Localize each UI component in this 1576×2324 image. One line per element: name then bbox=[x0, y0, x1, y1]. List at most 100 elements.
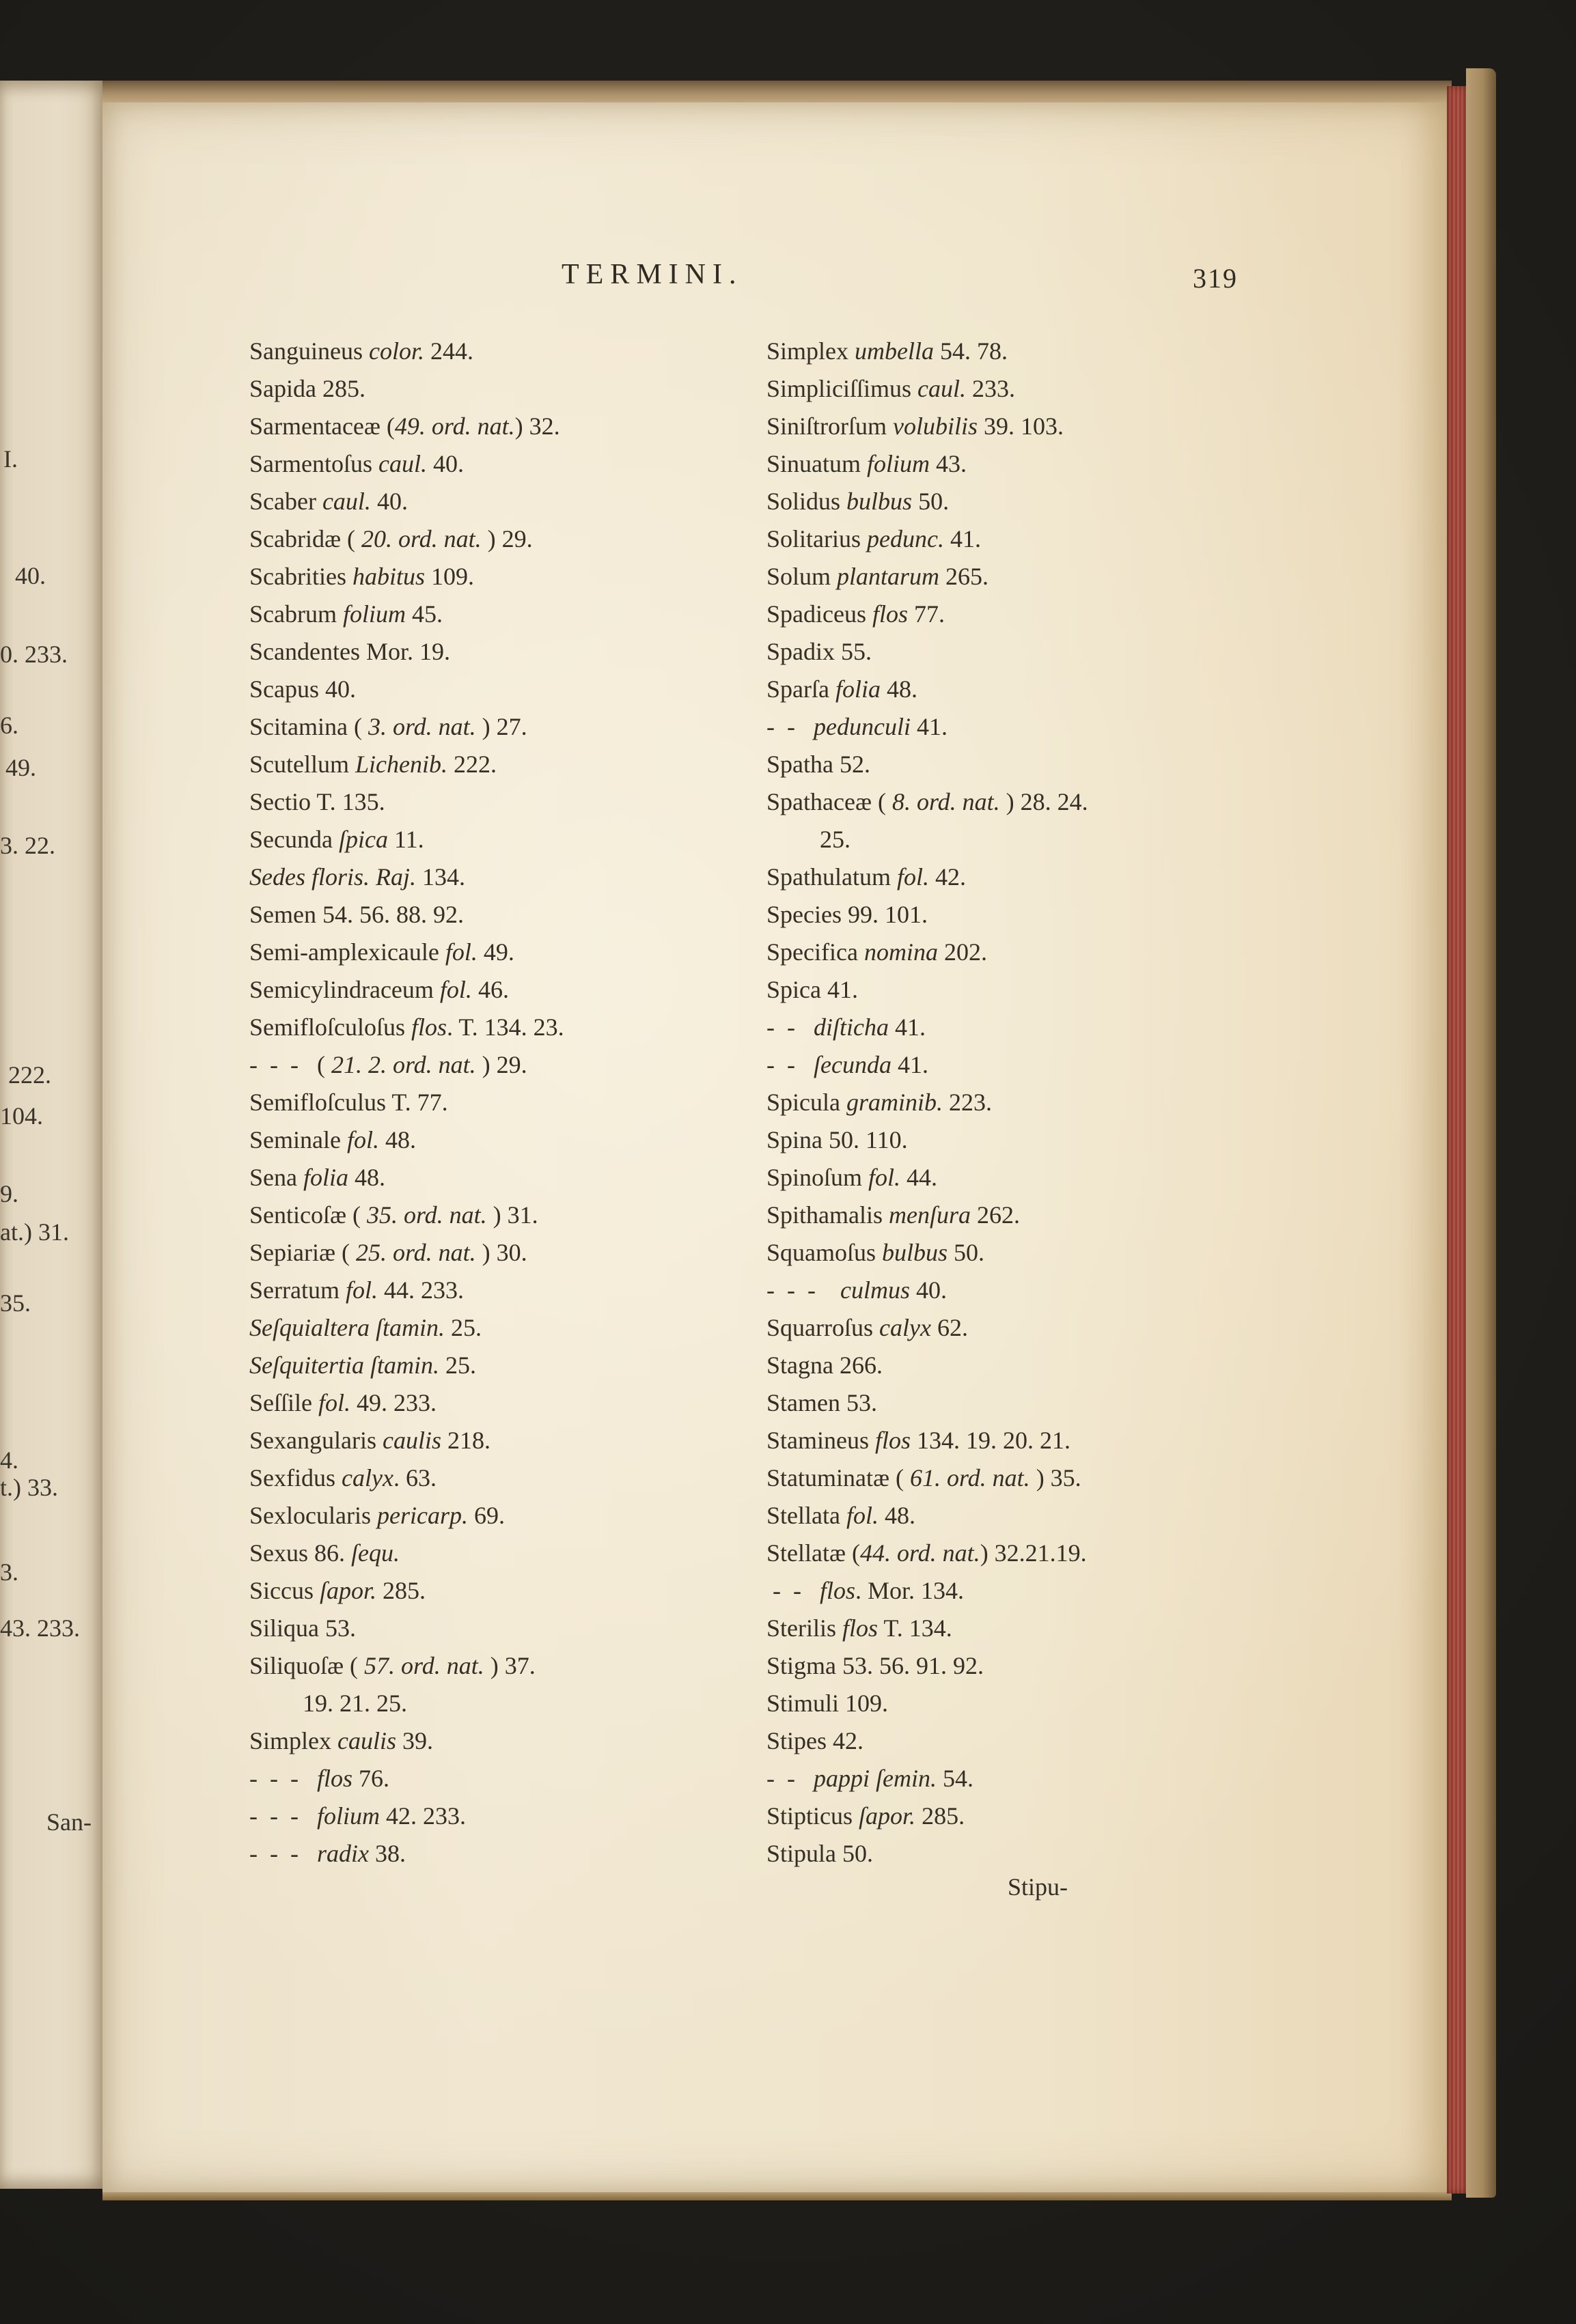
entry-term-italic: ſequ. bbox=[351, 1539, 400, 1567]
facing-page-edge bbox=[0, 81, 106, 2189]
index-entry: Spinoſum fol. 44. bbox=[766, 1159, 1217, 1196]
entry-term-italic: flos bbox=[842, 1614, 879, 1642]
entry-text: 19. 21. 25. bbox=[303, 1690, 407, 1717]
entry-term-italic: pericarp. bbox=[376, 1502, 468, 1529]
entry-text: Serratum bbox=[249, 1276, 346, 1304]
entry-term-italic: calyx bbox=[879, 1314, 931, 1341]
entry-text: 48. bbox=[348, 1164, 385, 1191]
entry-text: Sexangularis bbox=[249, 1427, 383, 1454]
index-entry: Siliquoſæ ( 57. ord. nat. ) 37. bbox=[249, 1647, 700, 1685]
entry-text: Siccus bbox=[249, 1577, 320, 1604]
index-entry: Scabridæ ( 20. ord. nat. ) 29. bbox=[249, 520, 700, 558]
entry-text: 25. bbox=[820, 826, 851, 853]
margin-fragment: 43. 233. bbox=[0, 1614, 80, 1642]
entry-term-italic: culmus bbox=[840, 1276, 910, 1304]
entry-term-italic: fol. bbox=[439, 976, 472, 1003]
index-entry: - - - flos 76. bbox=[249, 1760, 700, 1797]
entry-text: 223. bbox=[943, 1089, 992, 1116]
entry-text: 50. bbox=[948, 1239, 985, 1266]
entry-text: - - - bbox=[766, 1276, 840, 1304]
index-entry: Squarroſus calyx 62. bbox=[766, 1309, 1217, 1347]
index-entry: Stagna 266. bbox=[766, 1347, 1217, 1384]
entry-text: Stamineus bbox=[766, 1427, 875, 1454]
entry-text: ) 32. bbox=[514, 412, 560, 440]
entry-term-italic: fol. bbox=[318, 1389, 351, 1416]
entry-text: Sepiariæ ( bbox=[249, 1239, 356, 1266]
entry-text: 48. bbox=[378, 1126, 416, 1153]
index-entry: Semifloſculus T. 77. bbox=[249, 1084, 700, 1121]
entry-text: 39. 103. bbox=[978, 412, 1064, 440]
index-entry: Sapida 285. bbox=[249, 370, 700, 408]
index-entry: Sexus 86. ſequ. bbox=[249, 1535, 700, 1572]
entry-text: 41. bbox=[943, 525, 981, 552]
entry-text: Siniſtrorſum bbox=[766, 412, 894, 440]
entry-text: Solidus bbox=[766, 488, 847, 515]
entry-term-italic: 57. ord. nat. bbox=[364, 1652, 484, 1679]
entry-text: 109. bbox=[424, 563, 474, 590]
entry-term-italic: menſura bbox=[889, 1201, 971, 1229]
margin-fragment: 49. bbox=[5, 754, 36, 781]
margin-fragment: 35. bbox=[0, 1289, 31, 1317]
index-entry: - - - radix 38. bbox=[249, 1835, 700, 1873]
index-entry: Spina 50. 110. bbox=[766, 1121, 1217, 1159]
index-entry: Sterilis flos T. 134. bbox=[766, 1610, 1217, 1647]
entry-text: Sarmentoſus bbox=[249, 450, 378, 477]
entry-text: 50. bbox=[912, 488, 950, 515]
entry-text: 42. 233. bbox=[379, 1802, 466, 1830]
entry-text: - - bbox=[766, 1013, 814, 1041]
index-entry: Scitamina ( 3. ord. nat. ) 27. bbox=[249, 708, 700, 746]
entry-term-italic: Lichenib. bbox=[355, 751, 447, 778]
margin-fragment: 40. bbox=[15, 562, 46, 589]
entry-text: Statuminatæ ( bbox=[766, 1464, 910, 1492]
index-entry: Sectio T. 135. bbox=[249, 783, 700, 821]
entry-text: ) 28. 24. bbox=[999, 788, 1088, 815]
entry-text: Stipula 50. bbox=[766, 1840, 874, 1867]
index-entry: - - pappi ſemin. 54. bbox=[766, 1760, 1217, 1797]
entry-term-italic: fol. bbox=[345, 1276, 378, 1304]
entry-text: 43. bbox=[930, 450, 967, 477]
entry-text: 54. bbox=[936, 1765, 973, 1792]
entry-text: - - bbox=[766, 713, 814, 740]
entry-text: 76. bbox=[352, 1765, 389, 1792]
index-entry: Scandentes Mor. 19. bbox=[249, 633, 700, 671]
entry-text: Sapida 285. bbox=[249, 375, 365, 402]
entry-text: 49. bbox=[477, 938, 514, 966]
entry-term-italic: caul. bbox=[322, 488, 371, 515]
index-entry: - - - ( 21. 2. ord. nat. ) 29. bbox=[249, 1046, 700, 1084]
entry-text: 134. bbox=[415, 863, 465, 891]
entry-text: . Mor. 134. bbox=[855, 1577, 965, 1604]
entry-text: Sectio T. 135. bbox=[249, 788, 385, 815]
margin-fragment: San- bbox=[46, 1808, 92, 1836]
entry-term-italic: 49. ord. nat. bbox=[394, 412, 515, 440]
index-entry: Spatha 52. bbox=[766, 746, 1217, 783]
entry-term-italic: ſecunda bbox=[813, 1051, 891, 1078]
index-entry: Simpliciſſimus caul. 233. bbox=[766, 370, 1217, 408]
entry-text: 11. bbox=[387, 826, 424, 853]
entry-text: Siliquoſæ ( bbox=[249, 1652, 365, 1679]
entry-text: 285. bbox=[915, 1802, 965, 1830]
entry-text: Spathulatum bbox=[766, 863, 897, 891]
entry-term-italic: caul. bbox=[917, 375, 967, 402]
entry-text: - - - bbox=[249, 1840, 317, 1867]
entry-term-italic: bulbus bbox=[846, 488, 913, 515]
entry-text: - - bbox=[766, 1765, 814, 1792]
margin-fragment: at.) 31. bbox=[0, 1218, 69, 1246]
index-entry: Species 99. 101. bbox=[766, 896, 1217, 934]
entry-text: 42. bbox=[929, 863, 967, 891]
index-entry: Seſquitertia ſtamin. 25. bbox=[249, 1347, 700, 1384]
entry-term-italic: folium bbox=[867, 450, 930, 477]
index-column-left: Sanguineus color. 244. Sapida 285. Sarment… bbox=[249, 333, 700, 1873]
entry-text: Stamen 53. bbox=[766, 1389, 877, 1416]
entry-text: 54. 78. bbox=[934, 337, 1008, 365]
entry-text: Spina 50. 110. bbox=[766, 1126, 908, 1153]
index-entry: Scaber caul. 40. bbox=[249, 483, 700, 520]
entry-term-italic: 35. ord. nat. bbox=[366, 1201, 487, 1229]
entry-text: 38. bbox=[368, 1840, 406, 1867]
entry-text: Stigma 53. 56. 91. 92. bbox=[766, 1652, 984, 1679]
index-entry: Specifica nomina 202. bbox=[766, 934, 1217, 971]
entry-term-italic: volubilis bbox=[893, 412, 978, 440]
entry-term-italic: umbella bbox=[855, 337, 934, 365]
entry-text: 48. bbox=[880, 675, 917, 703]
entry-text: Scandentes Mor. 19. bbox=[249, 638, 450, 665]
